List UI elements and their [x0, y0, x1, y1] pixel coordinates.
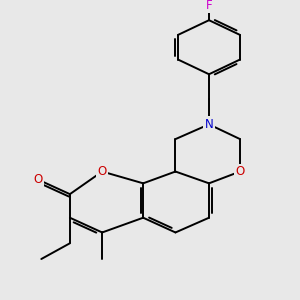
Text: N: N: [205, 118, 213, 131]
Text: O: O: [236, 165, 245, 178]
Text: O: O: [98, 165, 107, 178]
Text: F: F: [206, 0, 212, 12]
Text: O: O: [33, 173, 42, 186]
